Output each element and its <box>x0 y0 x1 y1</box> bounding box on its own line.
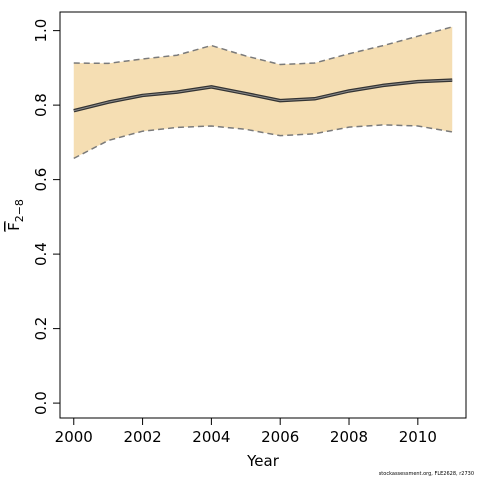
lower-bound-line <box>73 124 453 160</box>
x-tick-label-2004: 2004 <box>192 428 230 446</box>
x-tick-label-2006: 2006 <box>261 428 299 446</box>
y-tick-label-5: 1.0 <box>32 19 50 43</box>
confidence-band <box>73 26 453 159</box>
x-tick-label-2010: 2010 <box>399 428 437 446</box>
y-tick-label-1: 0.2 <box>32 317 50 341</box>
y-axis-title: F2−8 <box>4 199 26 232</box>
plot-frame <box>59 11 467 419</box>
y-tick-label-2: 0.4 <box>32 242 50 266</box>
x-tick-label-2000: 2000 <box>55 428 93 446</box>
estimate-line-core <box>73 79 453 112</box>
x-axis-title: Year <box>246 452 280 470</box>
y-tick-label-3: 0.6 <box>32 168 50 192</box>
x-tick-label-2002: 2002 <box>123 428 161 446</box>
y-axis-title-subscript: 2−8 <box>13 199 26 222</box>
x-tick-label-2008: 2008 <box>330 428 368 446</box>
svg-text:F2−8: F2−8 <box>5 199 26 231</box>
y-tick-label-0: 0.0 <box>32 391 50 415</box>
y-axis-title-base: F <box>5 222 23 231</box>
y-tick-label-4: 0.8 <box>32 93 50 117</box>
upper-bound-line <box>73 26 453 66</box>
credit-text: stockassessment.org, FLE2628, r2730 <box>378 471 474 477</box>
